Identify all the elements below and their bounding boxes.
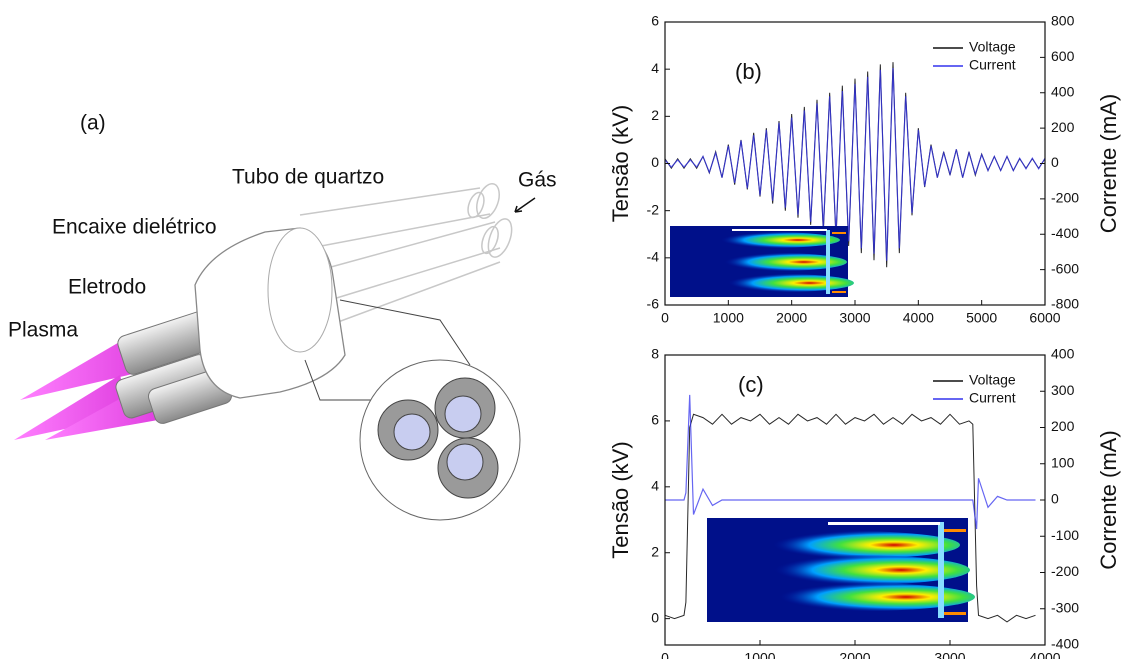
x-tick-label: 3000 <box>934 650 965 659</box>
x-tick-label: 1000 <box>713 310 744 326</box>
x-tick-label: 1000 <box>744 650 775 659</box>
panel-label: (c) <box>738 372 764 397</box>
y-tick-label: 0 <box>651 609 659 625</box>
data-line <box>664 67 1046 261</box>
data-line <box>665 394 1036 530</box>
label-tube: Tubo de quartzo <box>232 166 384 189</box>
y2-tick-label: -200 <box>1051 563 1079 579</box>
y2-axis-label: Corrente (mA) <box>1096 430 1121 569</box>
legend-label: Voltage <box>969 372 1016 388</box>
y2-tick-label: 400 <box>1051 83 1075 99</box>
y2-tick-label: 300 <box>1051 382 1075 398</box>
label-housing: Encaixe dielétrico <box>52 216 217 239</box>
panel-label: (b) <box>735 59 762 84</box>
y-tick-label: 8 <box>651 346 659 362</box>
y-tick-label: -2 <box>647 201 660 217</box>
y2-tick-label: -300 <box>1051 599 1079 615</box>
y-axis-label: Tensão (kV) <box>608 441 633 558</box>
axes-layer: 0 1000 2000 3000 4000 5000 6000-6-4-20246-800-… <box>608 13 1121 659</box>
y-tick-label: 6 <box>651 13 659 29</box>
x-tick-label: 0 <box>661 650 669 659</box>
x-tick-label: 4000 <box>1029 650 1060 659</box>
legend-label: Current <box>969 390 1016 406</box>
x-tick-label: 0 <box>661 310 669 326</box>
legend-label: Current <box>969 57 1016 73</box>
y2-tick-label: 800 <box>1051 13 1075 29</box>
label-electrode: Eletrodo <box>68 276 146 299</box>
series-layer <box>664 62 1046 623</box>
y2-tick-label: 200 <box>1051 119 1075 135</box>
y-tick-label: 4 <box>651 478 659 494</box>
y-tick-label: 2 <box>651 107 659 123</box>
y2-tick-label: -600 <box>1051 260 1079 276</box>
legend-label: Voltage <box>969 39 1016 55</box>
label-gas: Gás <box>518 169 557 192</box>
y2-tick-label: 0 <box>1051 154 1059 170</box>
y2-tick-label: -100 <box>1051 527 1079 543</box>
y2-tick-label: 200 <box>1051 418 1075 434</box>
device-drawing <box>14 182 536 521</box>
y-tick-label: 0 <box>651 154 659 170</box>
y2-tick-label: 600 <box>1051 48 1075 64</box>
y2-tick-label: 100 <box>1051 454 1075 470</box>
y-tick-label: 6 <box>651 412 659 428</box>
y2-tick-label: -800 <box>1051 296 1079 312</box>
y-tick-label: 4 <box>651 60 659 76</box>
y-tick-label: -4 <box>647 249 660 265</box>
data-line <box>664 413 1036 623</box>
y-tick-label: 2 <box>651 543 659 559</box>
x-tick-label: 2000 <box>839 650 870 659</box>
y2-tick-label: -400 <box>1051 636 1079 652</box>
y-tick-label: -6 <box>647 296 660 312</box>
label-plasma: Plasma <box>8 319 78 342</box>
y2-tick-label: 400 <box>1051 346 1075 362</box>
y-axis-label: Tensão (kV) <box>608 105 633 222</box>
inset-image <box>707 518 975 622</box>
y2-axis-label: Corrente (mA) <box>1096 94 1121 233</box>
y2-tick-label: 0 <box>1051 491 1059 507</box>
panel-label: (a) <box>80 112 106 135</box>
x-tick-label: 5000 <box>966 310 997 326</box>
inset-image <box>670 226 854 297</box>
y2-tick-label: -200 <box>1051 190 1079 206</box>
y2-tick-label: -400 <box>1051 225 1079 241</box>
x-tick-label: 3000 <box>839 310 870 326</box>
x-tick-label: 6000 <box>1029 310 1060 326</box>
x-tick-label: 2000 <box>776 310 807 326</box>
x-tick-label: 4000 <box>903 310 934 326</box>
